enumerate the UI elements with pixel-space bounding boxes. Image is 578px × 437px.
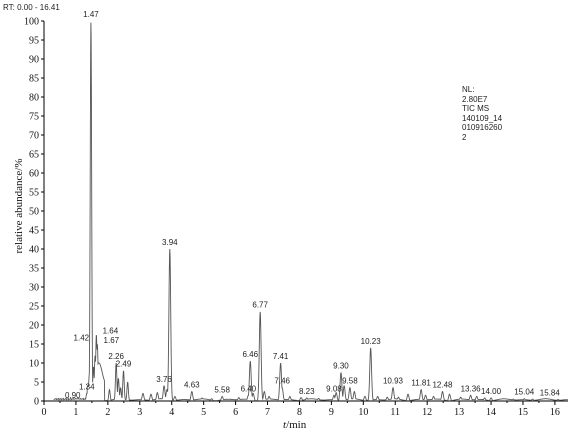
peak-label: 13.36	[461, 384, 482, 393]
y-tick-label: 70	[29, 131, 39, 142]
y-tick-label: 25	[29, 302, 39, 313]
peak-label: 6.46	[242, 350, 258, 359]
peak-label: 6.77	[252, 301, 268, 310]
chromatogram-trace	[53, 22, 568, 402]
x-tick-label: 9	[329, 407, 334, 418]
peak-label: 2.49	[116, 360, 132, 369]
peak-label: 10.23	[361, 337, 382, 346]
y-tick-label: 65	[29, 150, 39, 161]
info-line: 2	[462, 132, 467, 142]
y-tick-label: 80	[29, 93, 39, 104]
x-tick-label: 7	[265, 407, 270, 418]
peak-label: 3.94	[162, 238, 178, 247]
peak-label: 0.90	[65, 391, 81, 400]
y-tick-label: 10	[29, 359, 39, 370]
x-tick-label: 8	[297, 407, 302, 418]
peak-label: 9.08	[326, 384, 342, 393]
info-line: 010916260	[462, 123, 503, 132]
peak-label: 9.30	[333, 362, 349, 371]
peak-label: 15.84	[540, 388, 561, 397]
x-tick-label: 15	[518, 407, 528, 418]
x-tick-label: 3	[137, 407, 142, 418]
y-tick-label: 100	[24, 17, 39, 28]
x-tick-label: 11	[390, 407, 400, 418]
peak-label: 14.00	[481, 387, 502, 396]
peak-label: 1.42	[74, 333, 90, 342]
y-tick-label: 50	[29, 207, 39, 218]
x-tick-label: 6	[233, 407, 238, 418]
y-tick-label: 45	[29, 226, 39, 237]
peak-label: 12.48	[432, 381, 453, 390]
x-tick-label: 1	[73, 407, 78, 418]
x-tick-label: 13	[454, 407, 464, 418]
peak-label: 15.04	[514, 388, 535, 397]
x-tick-label: 4	[169, 407, 174, 418]
x-tick-label: 5	[201, 407, 206, 418]
y-tick-label: 85	[29, 74, 39, 85]
rt-range-label: RT: 0.00 - 16.41	[3, 3, 60, 12]
peak-label: 2.26	[108, 352, 124, 361]
peak-label: 5.58	[214, 385, 230, 394]
peak-label: 7.41	[273, 352, 289, 361]
peak-label: 4.63	[184, 381, 200, 390]
y-tick-label: 20	[29, 321, 39, 332]
peak-label: 1.34	[79, 382, 95, 391]
y-tick-label: 30	[29, 283, 39, 294]
x-tick-label: 0	[42, 407, 47, 418]
y-tick-label: 15	[29, 340, 39, 351]
x-tick-label: 10	[358, 407, 368, 418]
x-tick-label: 16	[550, 407, 560, 418]
peak-label: 8.23	[299, 387, 315, 396]
info-line: TIC MS	[462, 104, 490, 113]
y-tick-label: 35	[29, 264, 39, 275]
peak-label: 6.40	[241, 384, 257, 393]
x-tick-label: 14	[486, 407, 496, 418]
y-tick-label: 40	[29, 245, 39, 256]
peak-label: 1.47	[83, 10, 99, 19]
info-line: 140109_14	[462, 113, 503, 123]
y-tick-label: 55	[29, 188, 39, 199]
y-tick-label: 0	[34, 397, 39, 408]
peak-label: 11.81	[411, 379, 431, 388]
x-axis-label: t/min	[283, 419, 306, 431]
peak-label: 1.64	[103, 327, 119, 336]
y-tick-label: 5	[34, 378, 39, 389]
peak-label: 10.93	[383, 377, 404, 386]
y-tick-label: 95	[29, 36, 39, 47]
peak-label: 1.67	[104, 336, 120, 345]
info-line: 2.80E7	[462, 94, 488, 104]
y-tick-label: 60	[29, 169, 39, 180]
y-tick-label: 75	[29, 112, 39, 123]
peak-label: 7.46	[274, 377, 290, 386]
info-block: NL: 2.80E7 TIC MS 140109_14 010916260 2	[462, 85, 502, 142]
y-axis-label: relative abundance/%	[13, 158, 25, 254]
x-axis-variable: t	[283, 419, 287, 431]
x-tick-label: 12	[422, 407, 432, 418]
x-axis-unit: /min	[286, 419, 307, 431]
x-tick-label: 2	[105, 407, 110, 418]
info-line: NL:	[462, 85, 475, 94]
y-tick-label: 90	[29, 55, 39, 66]
peak-label: 9.58	[342, 377, 358, 386]
peak-label: 3.76	[156, 375, 172, 384]
